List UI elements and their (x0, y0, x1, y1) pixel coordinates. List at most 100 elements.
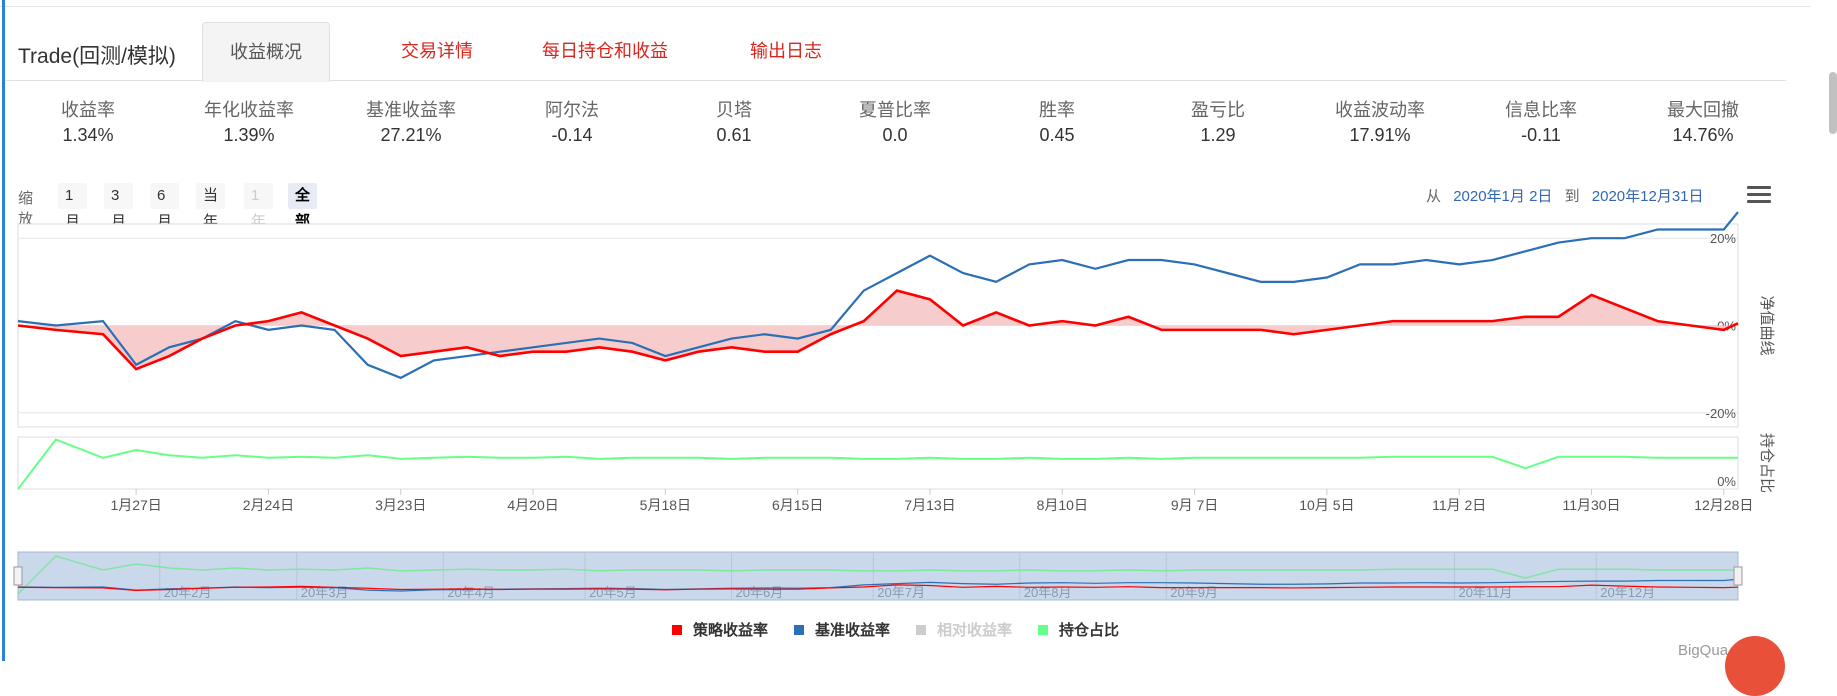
floating-badge[interactable] (1725, 636, 1785, 696)
stat-beta: 贝塔 0.61 (654, 96, 814, 146)
navigator-tick-label: 20年8月 (1024, 585, 1072, 600)
zoom-3m-button[interactable]: 3月 (104, 183, 133, 230)
x-tick-label: 1月27日 (110, 497, 161, 513)
stat-label: 收益波动率 (1335, 100, 1425, 120)
stats-row: 收益率 1.34% 年化收益率 1.39% 基准收益率 27.21% 阿尔法 -0.14… (6, 96, 1776, 156)
stat-annual-return: 年化收益率 1.39% (169, 96, 329, 146)
navigator-tick-label: 20年5月 (589, 585, 637, 600)
zoom-label: 缩放 (18, 190, 34, 228)
header: Trade(回测/模拟) 收益概况 交易详情 每日持仓和收益 输出日志 (6, 22, 1786, 82)
x-tick-label: 12月28日 (1694, 497, 1753, 513)
stat-info-ratio: 信息比率 -0.11 (1461, 96, 1621, 146)
navigator-position-line (17, 555, 1738, 595)
stat-sharpe: 夏普比率 0.0 (815, 96, 975, 146)
tab-overview[interactable]: 收益概况 (202, 22, 330, 82)
x-tick-label: 10月 5日 (1299, 497, 1354, 513)
stat-label: 信息比率 (1505, 100, 1577, 120)
navigator-tick-label: 20年2月 (164, 585, 212, 600)
x-tick-label: 7月13日 (904, 497, 955, 513)
date-range: 从 2020年1月 2日 到 2020年12月31日 (1426, 185, 1704, 206)
legend-label: 持仓占比 (1059, 621, 1119, 639)
stat-alpha: 阿尔法 -0.14 (492, 96, 652, 146)
navigator-tick-label: 20年6月 (736, 585, 784, 600)
stat-value: 1.29 (1200, 125, 1236, 145)
stat-label: 收益率 (61, 100, 115, 120)
y-tick-label: 0% (1717, 319, 1736, 334)
stat-label: 年化收益率 (204, 100, 294, 120)
stat-value: -0.14 (551, 125, 593, 145)
range-to-date[interactable]: 2020年12月31日 (1591, 188, 1704, 205)
stat-value: 0.45 (1039, 125, 1075, 145)
legend-item[interactable]: 基准收益率 (794, 621, 890, 639)
top-strip (0, 0, 1810, 7)
stat-value: 14.76% (1672, 125, 1734, 145)
stat-value: 0.0 (882, 125, 908, 145)
stat-volatility: 收益波动率 17.91% (1300, 96, 1460, 146)
credit-text: BigQua (1678, 642, 1729, 659)
stat-return: 收益率 1.34% (8, 96, 168, 146)
legend-swatch (672, 625, 682, 635)
stat-label: 阿尔法 (545, 100, 599, 120)
stat-win-rate: 胜率 0.45 (977, 96, 1137, 146)
tab-output-log[interactable]: 输出日志 (750, 41, 822, 61)
legend-label: 基准收益率 (814, 621, 890, 639)
x-tick-label: 9月 7日 (1171, 497, 1218, 513)
zoom-6m-button[interactable]: 6月 (150, 183, 179, 230)
strategy-area (18, 290, 1738, 370)
stat-label: 夏普比率 (859, 100, 931, 120)
stat-max-drawdown: 最大回撤 14.76% (1623, 96, 1783, 146)
zoom-all-button[interactable]: 全部 (288, 183, 318, 230)
position-plot-area (17, 436, 1739, 490)
navigator-strategy-line (17, 584, 1739, 592)
x-tick-label: 2月24日 (243, 497, 294, 513)
y2-axis-label: 持仓占比 (1758, 433, 1775, 493)
hamburger-menu-icon[interactable] (1747, 186, 1771, 206)
navigator-tick-label: 20年7月 (877, 585, 925, 600)
legend-item[interactable]: 策略收益率 (672, 621, 768, 639)
y-tick-label: 20% (1710, 231, 1736, 246)
x-tick-label: 6月15日 (772, 497, 823, 513)
navigator-tick-label: 20年3月 (301, 585, 349, 600)
legend-label: 相对收益率 (937, 621, 1012, 639)
legend-swatch (794, 625, 804, 635)
navigator-tick-label: 20年4月 (447, 585, 495, 600)
legend-swatch (916, 625, 926, 635)
legend-item[interactable]: 持仓占比 (1038, 621, 1119, 639)
navigator-handle[interactable] (13, 566, 23, 586)
navigator-tick-label: 20年11月 (1458, 585, 1512, 600)
series-line-benchmark (17, 211, 1739, 380)
x-tick-label: 8月10日 (1037, 497, 1088, 513)
page-scrollbar-thumb[interactable] (1829, 72, 1837, 134)
x-tick-label: 3月23日 (375, 497, 426, 513)
legend-item[interactable]: 相对收益率 (916, 621, 1012, 639)
app-title: Trade(回测/模拟) (18, 45, 176, 68)
stat-value: 27.21% (380, 125, 442, 145)
stat-label: 胜率 (1039, 100, 1075, 120)
legend-label: 策略收益率 (692, 621, 768, 639)
stat-label: 最大回撤 (1667, 100, 1739, 120)
y2-tick-label: 0% (1717, 474, 1736, 489)
tab-daily-positions[interactable]: 每日持仓和收益 (542, 41, 668, 61)
legend-swatch (1038, 625, 1048, 635)
left-accent-bar (2, 0, 5, 661)
range-from-date[interactable]: 2020年1月 2日 (1453, 188, 1553, 205)
tab-trade-details[interactable]: 交易详情 (401, 41, 473, 61)
y-tick-label: -20% (1706, 406, 1737, 421)
navigator (17, 551, 1739, 601)
series-line-position (17, 438, 1738, 490)
zoom-1y-button[interactable]: 1年 (244, 183, 273, 230)
stat-profit-loss-ratio: 盈亏比 1.29 (1138, 96, 1298, 146)
x-tick-label: 5月18日 (640, 497, 691, 513)
stat-value: -0.11 (1521, 125, 1561, 145)
stat-label: 基准收益率 (366, 100, 456, 120)
navigator-benchmark-line (17, 578, 1739, 592)
stat-label: 盈亏比 (1191, 100, 1245, 120)
zoom-ytd-button[interactable]: 当年 (196, 183, 226, 230)
stat-value: 0.61 (716, 125, 752, 145)
x-tick-label: 4月20日 (507, 497, 558, 513)
navigator-handle[interactable] (1733, 566, 1743, 586)
navigator-tick-label: 20年9月 (1170, 585, 1218, 600)
range-from-label: 从 (1426, 188, 1442, 205)
zoom-1m-button[interactable]: 1月 (58, 183, 87, 230)
stat-value: 17.91% (1349, 125, 1411, 145)
